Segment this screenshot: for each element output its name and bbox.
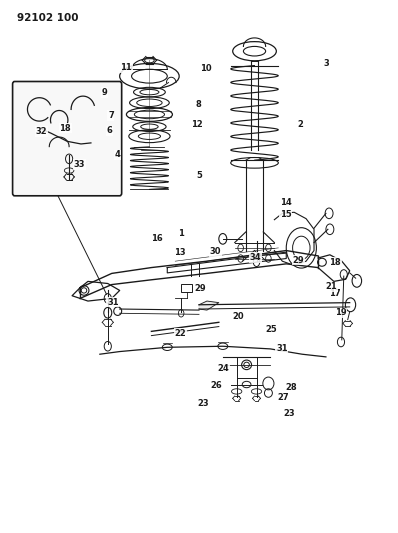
Text: 29: 29 [194,284,206,293]
Text: 24: 24 [218,364,230,373]
Text: 28: 28 [286,383,297,392]
Text: 27: 27 [277,393,289,402]
Text: 29: 29 [293,256,304,264]
Text: 18: 18 [60,124,71,133]
Text: 30: 30 [210,247,221,256]
Text: 20: 20 [232,312,244,321]
Text: 31: 31 [107,297,119,306]
Text: 21: 21 [325,282,337,291]
Text: 13: 13 [174,248,186,257]
Text: 34: 34 [250,253,261,262]
Text: 33: 33 [74,160,85,169]
Text: 25: 25 [266,325,277,334]
Text: 3: 3 [323,59,329,68]
Text: 9: 9 [102,88,107,97]
Text: 26: 26 [210,381,222,390]
Text: 7: 7 [108,111,114,120]
Text: 1: 1 [178,229,184,238]
Text: 16: 16 [151,234,162,243]
Text: 32: 32 [36,127,47,136]
Text: 6: 6 [107,126,113,135]
Text: 14: 14 [279,198,291,207]
Text: 17: 17 [329,288,341,297]
Text: 23: 23 [197,399,209,408]
Text: 19: 19 [335,308,347,317]
Text: 22: 22 [174,329,186,338]
Text: 8: 8 [195,100,201,109]
Text: 31: 31 [276,344,288,353]
FancyBboxPatch shape [13,82,122,196]
Text: 4: 4 [115,150,121,159]
Text: 12: 12 [191,119,203,128]
Text: 5: 5 [196,171,202,180]
Text: 92102 100: 92102 100 [17,13,78,23]
Bar [181,284,192,292]
Text: 18: 18 [329,258,341,266]
Text: 15: 15 [279,211,291,220]
Text: 2: 2 [297,119,303,128]
Text: 11: 11 [120,63,132,72]
Polygon shape [199,301,219,310]
Text: 23: 23 [284,409,295,418]
Text: 10: 10 [199,64,211,73]
